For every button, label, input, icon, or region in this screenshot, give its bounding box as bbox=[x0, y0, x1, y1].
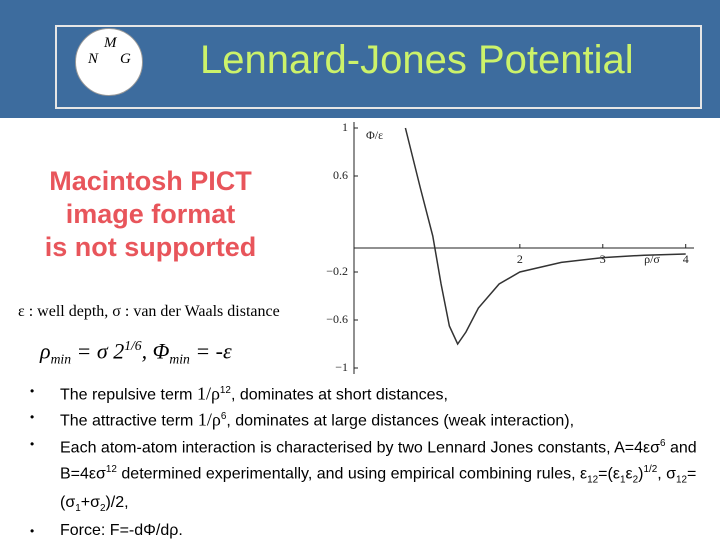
logo-letter: M bbox=[104, 35, 117, 51]
logo: M N G bbox=[75, 28, 143, 96]
bullet: Force: F=-dΦ/dρ. bbox=[30, 520, 700, 540]
chart: 1 0.6 −0.2 −0.6 −1 2 3 4 Φ/ε ρ/σ bbox=[326, 120, 694, 374]
subscript: 2 bbox=[99, 502, 106, 514]
text: , dominates at large distances (weak int… bbox=[226, 412, 575, 430]
text: +σ bbox=[80, 493, 100, 511]
text: ρ bbox=[40, 338, 51, 364]
subscript: 1 bbox=[619, 474, 626, 486]
subscript: min bbox=[50, 351, 71, 367]
missing-image-notice: Macintosh PICT image format is not suppo… bbox=[18, 165, 283, 264]
text: 1/ρ bbox=[197, 409, 221, 430]
superscript: 6 bbox=[660, 437, 666, 449]
x-tick-label: 3 bbox=[600, 252, 606, 266]
text: The attractive term bbox=[60, 412, 198, 430]
text: =(ε bbox=[598, 465, 620, 483]
y-tick-label: 0.6 bbox=[333, 168, 348, 182]
text: , dominates at short distances, bbox=[230, 386, 448, 404]
text: 1/ρ bbox=[196, 383, 220, 404]
subscript: 1 bbox=[75, 502, 81, 514]
bullet: The attractive term 1/ρ6, dominates at l… bbox=[30, 406, 700, 432]
text: , σ bbox=[657, 465, 677, 483]
text: determined experimentally, and using emp… bbox=[116, 465, 588, 483]
bullet-list: The repulsive term 1/ρ12, dominates at s… bbox=[30, 380, 700, 540]
superscript: 1/6 bbox=[124, 338, 142, 353]
subscript: 12 bbox=[587, 474, 599, 486]
superscript: 12 bbox=[219, 385, 231, 396]
superscript: 1/2 bbox=[643, 463, 658, 475]
bullet: The repulsive term 1/ρ12, dominates at s… bbox=[30, 380, 700, 406]
text: , Φ bbox=[141, 338, 170, 364]
y-tick-label: 1 bbox=[342, 120, 348, 134]
logo-letter: G bbox=[120, 51, 131, 67]
y-axis-label: Φ/ε bbox=[366, 128, 383, 142]
superscript: 6 bbox=[220, 411, 227, 423]
text: Force: F=-dΦ/dρ. bbox=[60, 521, 183, 539]
text: =(σ bbox=[60, 465, 697, 511]
notice-line: Macintosh PICT bbox=[49, 166, 252, 196]
header-frame bbox=[55, 25, 702, 109]
subscript: 2 bbox=[632, 474, 639, 486]
subscript: min bbox=[169, 351, 190, 367]
superscript: 12 bbox=[105, 463, 117, 475]
x-tick-label: 4 bbox=[683, 252, 689, 266]
text: ε bbox=[625, 465, 633, 483]
y-tick-label: −1 bbox=[335, 360, 348, 374]
text: = σ 2 bbox=[71, 338, 125, 364]
text: ) bbox=[638, 465, 644, 483]
curve bbox=[404, 127, 686, 346]
definition: ε : well depth, σ : van der Waals distan… bbox=[18, 303, 280, 320]
x-tick-label: 2 bbox=[517, 252, 523, 266]
notice-line: image format bbox=[65, 199, 236, 229]
bullet: Each atom-atom interaction is characteri… bbox=[30, 433, 700, 520]
y-tick-label: −0.6 bbox=[326, 312, 348, 326]
text: and B=4εσ bbox=[60, 438, 697, 483]
logo-letter: N bbox=[88, 51, 99, 67]
y-tick-label: −0.2 bbox=[326, 264, 348, 278]
text: Each atom-atom interaction is characteri… bbox=[60, 438, 660, 456]
notice-line: is not supported bbox=[44, 232, 257, 262]
text: The repulsive term bbox=[60, 386, 197, 404]
subscript: 12 bbox=[676, 474, 688, 486]
text: )/2, bbox=[105, 493, 129, 511]
formula: ρmin = σ 21/6, Φmin = -ε bbox=[40, 338, 232, 368]
text: = -ε bbox=[189, 338, 232, 364]
slide-title: Lennard-Jones Potential bbox=[200, 38, 634, 82]
x-axis-label: ρ/σ bbox=[644, 252, 660, 266]
